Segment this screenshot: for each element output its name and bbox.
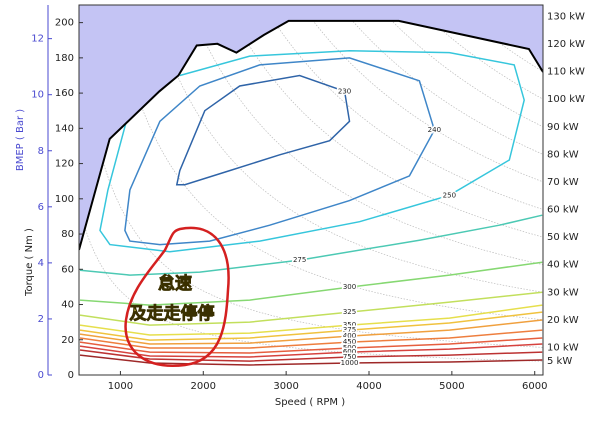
- x-tick-label: 1000: [108, 381, 133, 392]
- power-line: [112, 5, 543, 321]
- x-tick-label: 6000: [522, 381, 547, 392]
- contour-label: 300: [343, 283, 356, 291]
- contour-label: 500: [343, 344, 356, 352]
- power-label: 60 kW: [547, 205, 579, 216]
- contour-label: 350: [343, 321, 356, 329]
- annotation-loop: [124, 226, 230, 368]
- plot-frame: [78, 4, 544, 376]
- contour-line: [79, 329, 543, 349]
- y2-tick-label: 0: [38, 370, 44, 381]
- contour-line: [79, 319, 543, 345]
- power-line: [413, 5, 543, 100]
- y2-tick-label: 2: [38, 314, 44, 325]
- contour-line: [99, 50, 525, 253]
- max-torque-line: [79, 19, 543, 251]
- y-tick-label: 100: [55, 194, 74, 205]
- annotation-text: 怠速: [158, 273, 192, 294]
- y-tick-label: 60: [61, 264, 74, 275]
- contour-line: [79, 354, 543, 366]
- contour-line: [79, 349, 543, 362]
- y2-axis-title: BMEP ( Bar ): [15, 109, 26, 171]
- contour-label: 250: [443, 191, 456, 199]
- y-tick-label: 20: [61, 335, 74, 346]
- y-tick-label: 200: [55, 18, 74, 29]
- contour-line: [79, 214, 543, 276]
- contour-label: 400: [343, 332, 356, 340]
- y-tick-label: 180: [55, 53, 74, 64]
- contour-label: 230: [338, 87, 351, 95]
- y2-tick-label: 12: [31, 34, 44, 45]
- y2-tick-label: 10: [31, 90, 44, 101]
- y2-tick-label: 6: [38, 202, 44, 213]
- power-label: 30 kW: [547, 287, 579, 298]
- contour-label: 1000: [341, 359, 359, 367]
- contour-label: 375: [343, 326, 356, 334]
- contour-line: [79, 304, 543, 336]
- power-label: 40 kW: [547, 260, 579, 271]
- x-tick-label: 3000: [273, 381, 298, 392]
- x-axis-title: Speed ( RPM ): [275, 397, 345, 408]
- plot-content: 230 240 250 275 300 325 3503754004505006007501…: [79, 5, 543, 369]
- x-tick-label: 4000: [356, 381, 381, 392]
- y-tick-label: 80: [61, 229, 74, 240]
- power-label: 70 kW: [547, 177, 579, 188]
- power-label: 120 kW: [547, 39, 585, 50]
- power-line: [263, 5, 543, 210]
- x-tick-label: 5000: [439, 381, 464, 392]
- contour-label: 600: [343, 348, 356, 356]
- contour-line: [79, 261, 543, 306]
- power-line: [376, 5, 543, 128]
- power-label: 110 kW: [547, 67, 585, 78]
- power-label: 100 kW: [547, 94, 585, 105]
- contour-label: 240: [428, 126, 441, 134]
- contour-line: [79, 337, 543, 354]
- annotation-text: 及走走停停: [130, 303, 215, 324]
- power-line: [187, 5, 543, 266]
- y-tick-label: 0: [68, 370, 74, 381]
- contour-line: [79, 311, 543, 341]
- contour-line: [175, 74, 351, 186]
- x-tick-label: 2000: [191, 381, 216, 392]
- contour-line: [124, 57, 436, 246]
- y2-tick-label: 4: [38, 258, 44, 269]
- power-label: 130 kW: [547, 11, 585, 22]
- contour-line: [79, 291, 543, 326]
- contour-label: 275: [293, 256, 306, 264]
- power-label: 90 kW: [547, 122, 579, 133]
- y-tick-label: 160: [55, 88, 74, 99]
- power-label: 80 kW: [547, 149, 579, 160]
- power-label: 10 kW: [547, 342, 579, 353]
- power-label: 50 kW: [547, 232, 579, 243]
- contour-label: 325: [343, 308, 356, 316]
- contour-label: 450: [343, 338, 356, 346]
- power-label: 20 kW: [547, 315, 579, 326]
- y-tick-label: 120: [55, 159, 74, 170]
- region-above-max-torque: [79, 5, 543, 250]
- y2-tick-label: 8: [38, 146, 44, 157]
- y-tick-label: 40: [61, 300, 74, 311]
- contour-label: 750: [343, 353, 356, 361]
- power-label: 5 kW: [547, 356, 572, 367]
- y-axis-title: Torque ( Nm ): [24, 228, 35, 297]
- y-tick-label: 140: [55, 123, 74, 134]
